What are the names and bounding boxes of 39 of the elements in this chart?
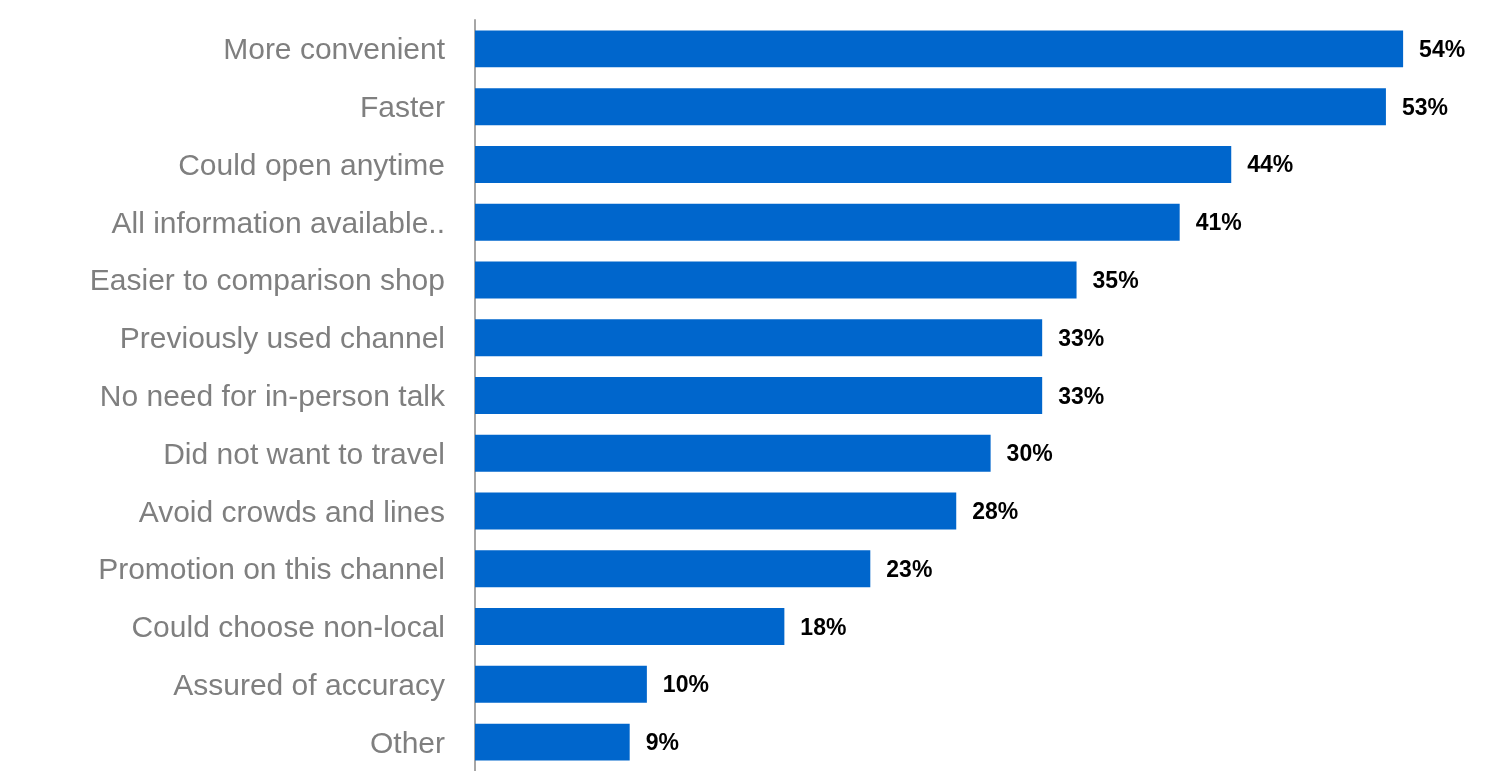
y-tick-label: Previously used channel xyxy=(119,321,445,355)
bar xyxy=(475,550,871,588)
bar xyxy=(475,723,630,761)
data-label: 53% xyxy=(1401,93,1448,120)
bar xyxy=(475,665,647,703)
y-tick-label: Faster xyxy=(359,90,445,124)
data-label: 23% xyxy=(886,555,933,582)
y-tick-label: Assured of accuracy xyxy=(173,667,445,701)
bar xyxy=(475,88,1386,126)
bar xyxy=(475,434,991,472)
data-label: 44% xyxy=(1247,151,1294,178)
bar xyxy=(475,203,1180,241)
y-tick-label: Avoid crowds and lines xyxy=(138,494,445,528)
y-tick-label: Other xyxy=(369,725,446,759)
data-label: 54% xyxy=(1419,35,1466,62)
bar xyxy=(475,30,1404,68)
bar xyxy=(475,608,785,646)
y-tick-label: Could open anytime xyxy=(178,147,445,181)
data-label: 9% xyxy=(645,729,679,756)
data-label: 35% xyxy=(1092,266,1139,293)
y-tick-label: No need for in-person talk xyxy=(99,379,446,412)
data-label: 18% xyxy=(800,613,847,640)
y-tick-label: More convenient xyxy=(223,32,446,66)
bar xyxy=(475,145,1232,183)
y-tick-label: Did not want to travel xyxy=(163,436,445,470)
bar xyxy=(475,319,1043,357)
y-tick-label: Easier to comparison shop xyxy=(89,263,445,297)
data-label: 33% xyxy=(1058,324,1105,351)
data-label: 10% xyxy=(662,671,709,698)
bar xyxy=(475,261,1077,299)
data-label: 28% xyxy=(972,498,1019,525)
data-label: 41% xyxy=(1195,209,1242,236)
y-tick-label: All information available.. xyxy=(111,205,445,239)
y-tick-label: Could choose non-local xyxy=(131,610,445,644)
bar xyxy=(475,492,957,530)
bar xyxy=(475,377,1043,414)
data-label: 33% xyxy=(1058,382,1105,409)
y-tick-label: Promotion on this channel xyxy=(98,552,445,586)
data-label: 30% xyxy=(1006,440,1053,467)
